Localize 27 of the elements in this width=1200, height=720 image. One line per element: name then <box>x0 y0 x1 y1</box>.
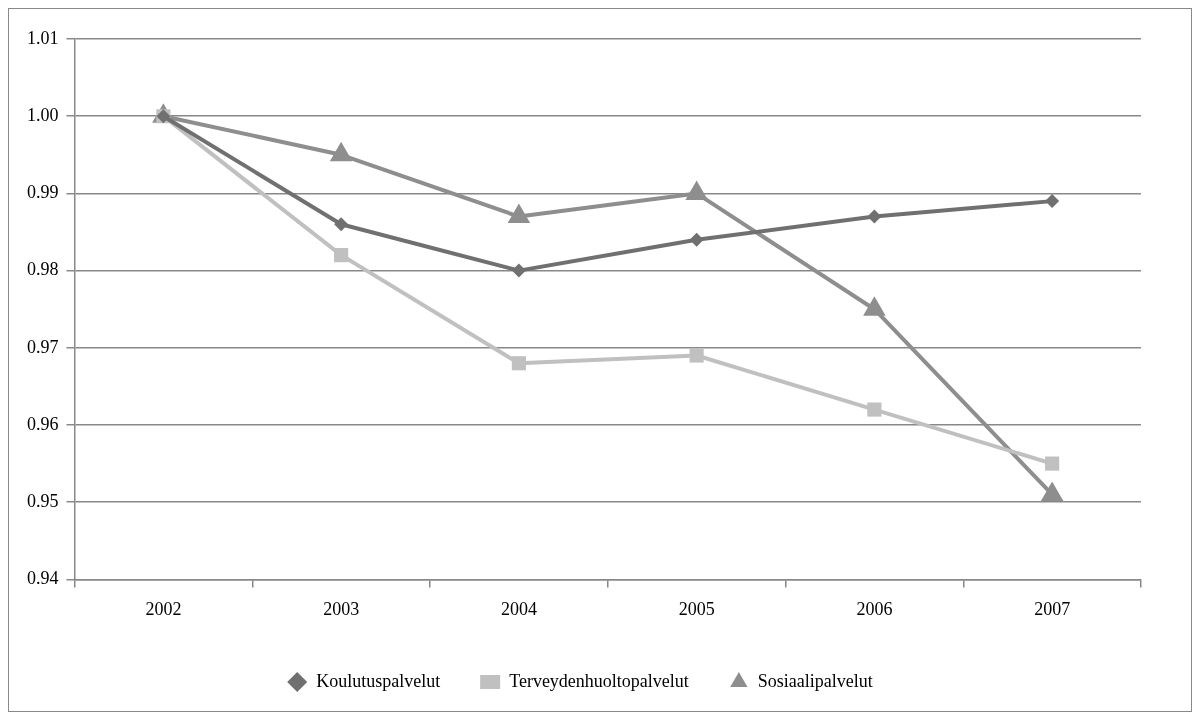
y-tick-label: 0.95 <box>27 490 59 511</box>
y-tick-label: 0.98 <box>27 259 59 280</box>
legend-label: Sosiaalipalvelut <box>757 670 873 691</box>
point <box>334 217 349 232</box>
point <box>689 232 704 247</box>
y-tick-label: 1.00 <box>27 104 59 125</box>
point <box>1045 456 1060 471</box>
point <box>334 248 349 263</box>
y-tick-label: 0.96 <box>27 413 59 434</box>
x-tick-label: 2006 <box>856 598 893 619</box>
x-tick-label: 2005 <box>678 598 715 619</box>
point <box>867 209 882 224</box>
x-tick-label: 2007 <box>1034 598 1071 619</box>
legend-label: Terveydenhuoltopalvelut <box>509 670 689 691</box>
point <box>1045 194 1060 209</box>
y-tick-label: 0.97 <box>27 336 59 357</box>
x-tick-label: 2004 <box>500 598 537 619</box>
x-tick-label: 2003 <box>323 598 360 619</box>
y-tick-label: 0.99 <box>27 182 59 203</box>
legend-label: Koulutuspalvelut <box>316 670 441 691</box>
point <box>867 402 882 417</box>
point <box>689 348 704 363</box>
y-tick-label: 1.01 <box>27 27 59 48</box>
y-tick-label: 0.94 <box>27 568 59 589</box>
x-tick-label: 2002 <box>145 598 182 619</box>
point <box>511 263 526 278</box>
point <box>511 356 526 371</box>
